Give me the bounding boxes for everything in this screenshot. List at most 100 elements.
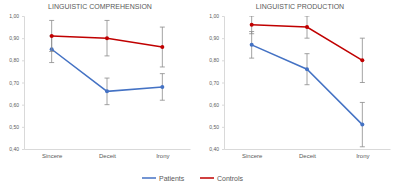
series (249, 32, 365, 147)
tick-label: 1,00 (209, 13, 219, 19)
tick-mark (22, 127, 24, 128)
tick-label: 0,90 (209, 35, 219, 41)
panel: LINGUISTIC PRODUCTION 0,40 0,50 0,60 0,70 0,8… (209, 3, 390, 159)
tick-mark (222, 16, 224, 17)
legend-label: Controls (217, 175, 244, 182)
tick-mark (22, 16, 24, 17)
error-bar (305, 54, 310, 85)
marker (360, 123, 364, 127)
figure: LINGUISTIC COMPREHENSION 0,40 0,50 0,60 0,70… (0, 0, 400, 185)
error-cap (360, 102, 365, 103)
error-cap (105, 20, 110, 21)
tick-label: Deceit (99, 153, 116, 159)
error-cap (249, 16, 254, 17)
error-cap (305, 53, 310, 54)
marks (249, 16, 365, 147)
tick-label: 0,80 (209, 57, 219, 63)
marker (250, 23, 254, 27)
legend-label: Patients (159, 175, 185, 182)
tick-label: 0,50 (209, 124, 219, 130)
error-cap (360, 38, 365, 39)
tick-mark (222, 38, 224, 39)
error-cap (49, 20, 54, 21)
tick: 1,00 (209, 13, 224, 19)
tick-label: 0,50 (9, 124, 19, 130)
tick: Irony (156, 149, 169, 159)
legend: Patients Controls (142, 175, 244, 182)
x-axis: SincereDeceitIrony (225, 149, 391, 159)
error-bar (105, 78, 110, 105)
tick: 0,40 (209, 146, 224, 152)
tick-label: 0,90 (9, 35, 19, 41)
marker (160, 45, 164, 49)
tick-label: Sincere (242, 153, 263, 159)
axis-line (222, 17, 225, 150)
legend-item: Patients (142, 175, 185, 182)
tick-mark (222, 127, 224, 128)
tick-mark (22, 83, 24, 84)
error-cap (305, 16, 310, 17)
y-axis: 0,40 0,50 0,60 0,70 0,80 0,90 1,00 (9, 13, 24, 152)
tick-mark (22, 149, 24, 150)
error-cap (160, 73, 165, 74)
tick-label: 0,60 (9, 102, 19, 108)
marker (105, 36, 109, 40)
tick: Sincere (42, 149, 63, 159)
tick: Sincere (242, 149, 263, 159)
error-bar (360, 38, 365, 82)
line (52, 49, 163, 91)
error-cap (49, 62, 54, 63)
error-cap (305, 38, 310, 39)
tick-label: 1,00 (9, 13, 19, 19)
marker (105, 89, 109, 93)
error-cap (160, 100, 165, 101)
tick: 0,80 (9, 57, 24, 63)
error-cap (305, 84, 310, 85)
tick-label: 0,40 (9, 146, 19, 152)
marker (305, 67, 309, 71)
error-bar (49, 20, 54, 51)
marks (49, 20, 165, 104)
tick-label: Deceit (299, 153, 316, 159)
tick: 0,60 (209, 102, 224, 108)
line (52, 36, 163, 47)
y-axis: 0,40 0,50 0,60 0,70 0,80 0,90 1,00 (209, 13, 224, 152)
panel: LINGUISTIC COMPREHENSION 0,40 0,50 0,60 0,70… (9, 3, 190, 159)
error-cap (105, 55, 110, 56)
tick-label: Sincere (42, 153, 63, 159)
plot: 0,40 0,50 0,60 0,70 0,80 0,90 1,00 Sincere Decei… (9, 13, 190, 159)
axis-line (25, 149, 191, 150)
tick: 0,70 (9, 80, 24, 86)
error-bar (160, 74, 165, 101)
error-cap (105, 78, 110, 79)
marker (305, 25, 309, 29)
tick-label: 0,70 (9, 80, 19, 86)
title: LINGUISTIC COMPREHENSION (48, 3, 152, 10)
error-bar (105, 20, 110, 55)
marker (250, 43, 254, 47)
tick-label: 0,40 (209, 146, 219, 152)
error-bar (360, 102, 365, 146)
legend-swatch (142, 177, 156, 179)
tick-mark (222, 149, 224, 150)
error-bar (249, 32, 254, 59)
line (252, 25, 363, 60)
tick-mark (22, 105, 24, 106)
error-bar (249, 16, 254, 34)
tick: 0,90 (209, 35, 224, 41)
tick: 0,40 (9, 146, 24, 152)
error-bar (305, 16, 310, 38)
legend-swatch (200, 177, 214, 179)
error-bar (160, 27, 165, 67)
tick-label: 0,80 (9, 57, 19, 63)
axis-line (22, 17, 25, 150)
line (252, 45, 363, 125)
title: LINGUISTIC PRODUCTION (256, 3, 344, 10)
axis-line (225, 149, 391, 150)
series (49, 20, 165, 67)
tick: 0,70 (209, 80, 224, 86)
legend-item: Controls (200, 175, 244, 182)
error-cap (105, 104, 110, 105)
tick: 0,50 (209, 124, 224, 130)
tick: 0,90 (9, 35, 24, 41)
